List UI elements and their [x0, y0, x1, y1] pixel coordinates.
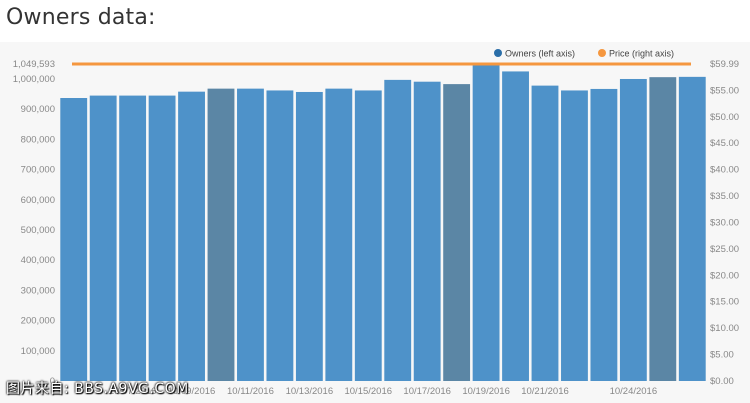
y-left-tick-label: 300,000	[21, 285, 55, 296]
bar-10-25-2016[interactable]	[649, 77, 677, 382]
legend-marker-1	[494, 49, 502, 57]
y-left-tick-label: 800,000	[21, 134, 55, 145]
x-tick-label: 10/19/2016	[462, 386, 510, 397]
y-right-tick-label: $30.00	[710, 217, 739, 228]
bar-10-11-2016[interactable]	[237, 88, 264, 381]
legend-marker-2	[598, 49, 606, 57]
y-left-tick-label: 700,000	[21, 165, 55, 176]
y-left-tick-label: 900,000	[21, 104, 55, 115]
y-left-tick-label: 1,000,000	[13, 74, 55, 85]
y-right-tick-label: $35.00	[710, 191, 739, 202]
x-tick-label: 10/15/2016	[344, 386, 392, 397]
x-tick-label: 10/24/2016	[610, 386, 658, 397]
bar-10-09-2016[interactable]	[178, 91, 205, 381]
bar-10-12-2016[interactable]	[266, 90, 294, 381]
watermark-text: 图片来自: BBS.A9VG.COM	[6, 381, 189, 397]
y-left-tick-label: 600,000	[21, 195, 55, 206]
bar-10-18-2016[interactable]	[443, 84, 471, 382]
bar-10-14-2016[interactable]	[325, 88, 353, 381]
y-right-tick-label: $45.00	[710, 138, 739, 149]
y-right-tick-label: $15.00	[710, 297, 739, 308]
legend-label-2: Price (right axis)	[609, 49, 674, 59]
y-right-tick-label: $59.99	[710, 59, 739, 70]
y-left-tick-label: 200,000	[21, 316, 55, 327]
x-tick-label: 10/21/2016	[521, 386, 569, 397]
y-right-tick-label: $0.00	[710, 376, 734, 387]
bar-10-07-2016[interactable]	[119, 95, 147, 381]
y-right-tick-label: $20.00	[710, 270, 739, 281]
page-title: Owners data:	[6, 5, 156, 30]
bar-10-22-2016[interactable]	[561, 90, 588, 381]
y-left-tick-label: 500,000	[21, 225, 55, 236]
bar-10-24-2016[interactable]	[619, 78, 647, 382]
bar-10-10-2016[interactable]	[207, 88, 235, 381]
bar-10-16-2016[interactable]	[384, 79, 412, 381]
owners-price-chart: 0 100,000 200,000 300,000 400,000 500,000 600,…	[13, 49, 739, 398]
legend-label-1: Owners (left axis)	[505, 49, 575, 59]
x-tick-label: 10/07/2016	[109, 386, 157, 397]
bar-10-05-2016[interactable]	[60, 98, 88, 381]
x-tick-label: 10/11/2016	[227, 386, 274, 397]
y-right-tick-label: $25.00	[710, 244, 739, 255]
y-left-tick-label: 1,049,593	[13, 59, 55, 70]
x-tick-label: 10/13/2016	[286, 386, 334, 397]
y-right-tick-label: $10.00	[710, 323, 739, 334]
x-tick-label: 10/09/2016	[168, 386, 216, 397]
bar-10-26-2016[interactable]	[678, 76, 706, 382]
bar-10-19-2016[interactable]	[472, 64, 500, 381]
bar-10-17-2016[interactable]	[413, 81, 441, 381]
bar-10-20-2016[interactable]	[502, 71, 529, 382]
bar-10-23-2016[interactable]	[590, 88, 618, 381]
bar-10-06-2016[interactable]	[89, 95, 117, 381]
y-left-tick-label: 0	[50, 376, 55, 387]
y-right-tick-label: $5.00	[710, 350, 734, 361]
chart-panel: 0 100,000 200,000 300,000 400,000 500,000 600,…	[0, 42, 750, 403]
bar-10-15-2016[interactable]	[354, 90, 382, 381]
y-right-tick-label: $50.00	[710, 112, 739, 123]
x-tick-label: 10/17/2016	[403, 386, 451, 397]
y-left-tick-label: 400,000	[21, 255, 55, 266]
y-left-tick-label: 100,000	[21, 346, 55, 357]
y-right-tick-label: $55.00	[710, 85, 739, 96]
bar-10-13-2016[interactable]	[295, 91, 323, 381]
y-right-tick-label: $40.00	[710, 165, 739, 176]
bar-10-21-2016[interactable]	[531, 85, 559, 381]
bar-10-08-2016[interactable]	[148, 95, 176, 381]
